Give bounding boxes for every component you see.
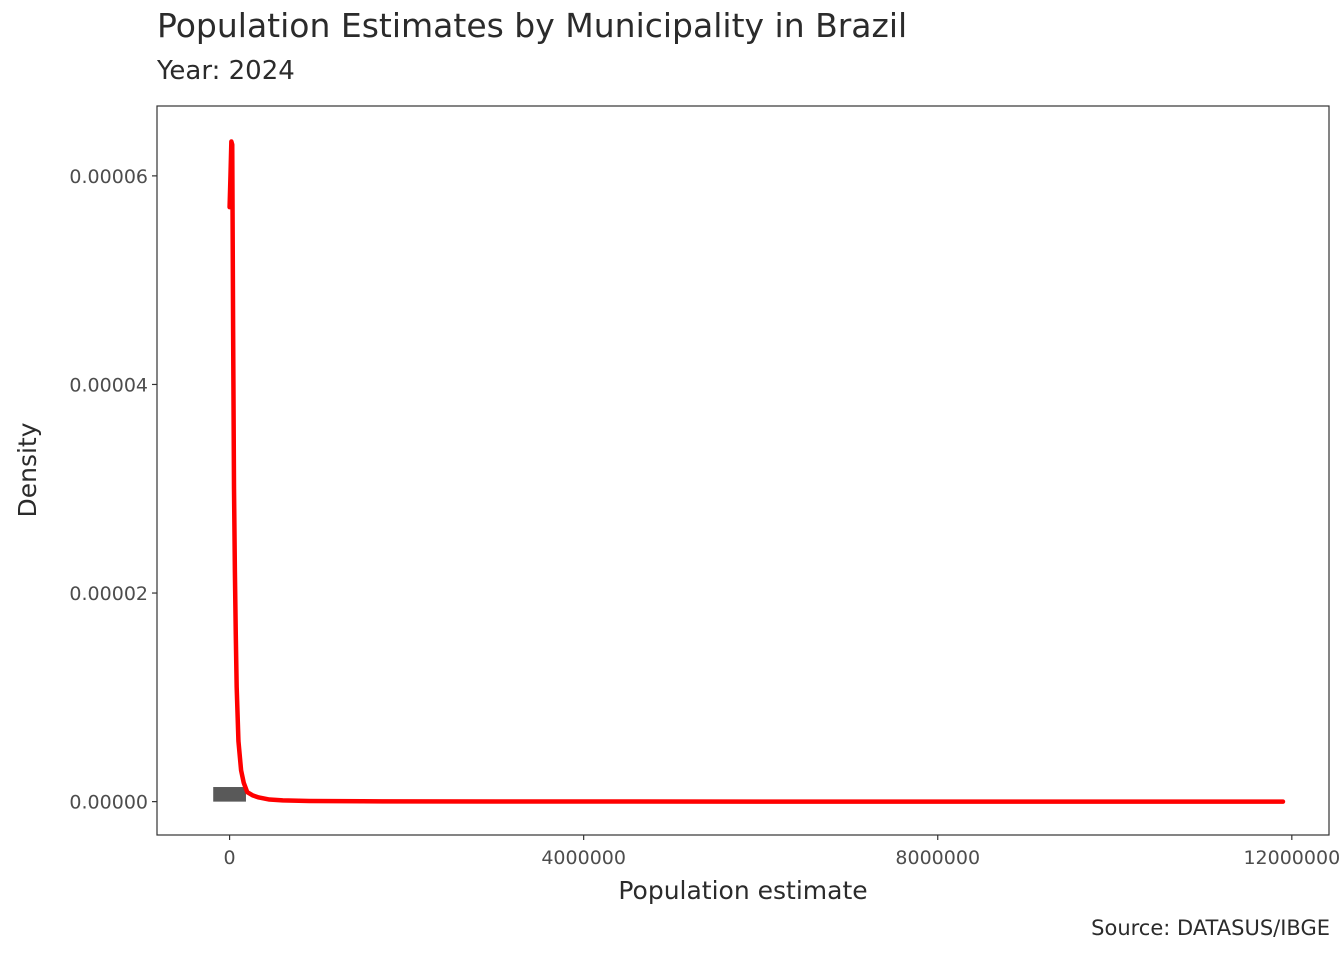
y-axis-title: Density	[13, 422, 42, 517]
chart-title: Population Estimates by Municipality in …	[157, 6, 908, 45]
density-curve	[227, 139, 1286, 804]
chart-caption: Source: DATASUS/IBGE	[1091, 916, 1330, 940]
chart-subtitle: Year: 2024	[157, 56, 295, 86]
y-tick-label: 0.00004	[69, 374, 148, 396]
y-axis: 0.00000 0.00002 0.00004 0.00006	[69, 166, 157, 814]
x-tick-label: 0	[224, 847, 236, 869]
histogram-bar	[213, 787, 246, 802]
y-tick-label: 0.00002	[69, 583, 148, 605]
x-tick-label: 12000000	[1243, 847, 1340, 869]
x-axis: 0 4000000 8000000 12000000	[224, 835, 1340, 869]
density-curve-layer	[227, 139, 1286, 804]
x-tick-label: 4000000	[541, 847, 626, 869]
x-axis-title: Population estimate	[618, 876, 867, 905]
x-tick-label: 8000000	[895, 847, 980, 869]
histogram-layer	[213, 787, 246, 802]
plot-panel	[156, 105, 1330, 836]
y-tick-label: 0.00006	[69, 166, 148, 188]
y-tick-label: 0.00000	[69, 792, 148, 814]
